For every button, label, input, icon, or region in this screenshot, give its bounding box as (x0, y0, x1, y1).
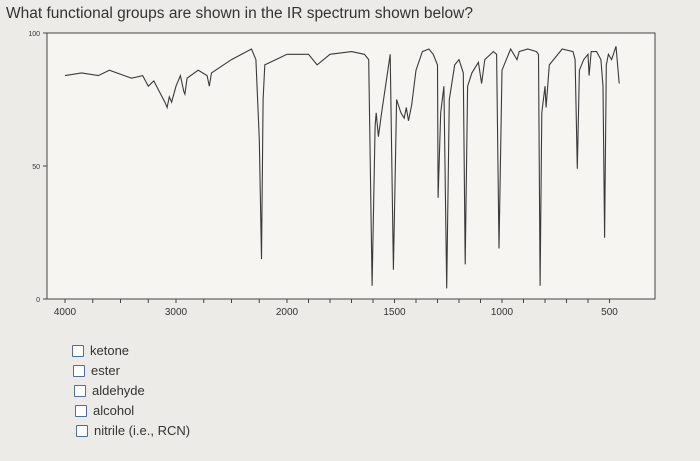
checkbox[interactable] (74, 384, 86, 397)
x-tick-label: 2000 (276, 307, 299, 318)
y-tick-label: 0 (36, 297, 40, 304)
option-label: ketone (90, 343, 130, 358)
x-tick-label: 1500 (383, 307, 406, 318)
option-label: ester (91, 363, 120, 378)
option-alcohol[interactable]: alcohol (75, 403, 134, 418)
option-label: aldehyde (92, 383, 145, 398)
option-ester[interactable]: ester (73, 363, 120, 378)
plot-frame (46, 32, 656, 300)
checkbox[interactable] (75, 404, 87, 417)
x-tick-label: 1000 (491, 307, 514, 318)
option-label: alcohol (93, 403, 135, 418)
option-label: nitrile (i.e., RCN) (94, 423, 191, 438)
option-aldehyde[interactable]: aldehyde (74, 383, 145, 398)
option-ketone[interactable]: ketone (72, 343, 129, 358)
x-axis: 4000 3000 2000 1500 1000 500 (54, 299, 618, 318)
question-text: What functional groups are shown in the … (6, 5, 473, 22)
spectrum-line (64, 46, 620, 289)
y-axis: 100 50 0 (28, 31, 47, 304)
y-tick-label: 100 (28, 31, 40, 38)
x-tick-label: 3000 (165, 307, 188, 318)
option-nitrile[interactable]: nitrile (i.e., RCN) (76, 423, 190, 438)
checkbox[interactable] (76, 424, 88, 437)
checkbox[interactable] (73, 364, 85, 377)
x-tick-label: 500 (601, 307, 618, 318)
checkbox[interactable] (72, 344, 84, 357)
y-tick-label: 50 (32, 164, 40, 171)
x-tick-label: 4000 (54, 307, 77, 318)
